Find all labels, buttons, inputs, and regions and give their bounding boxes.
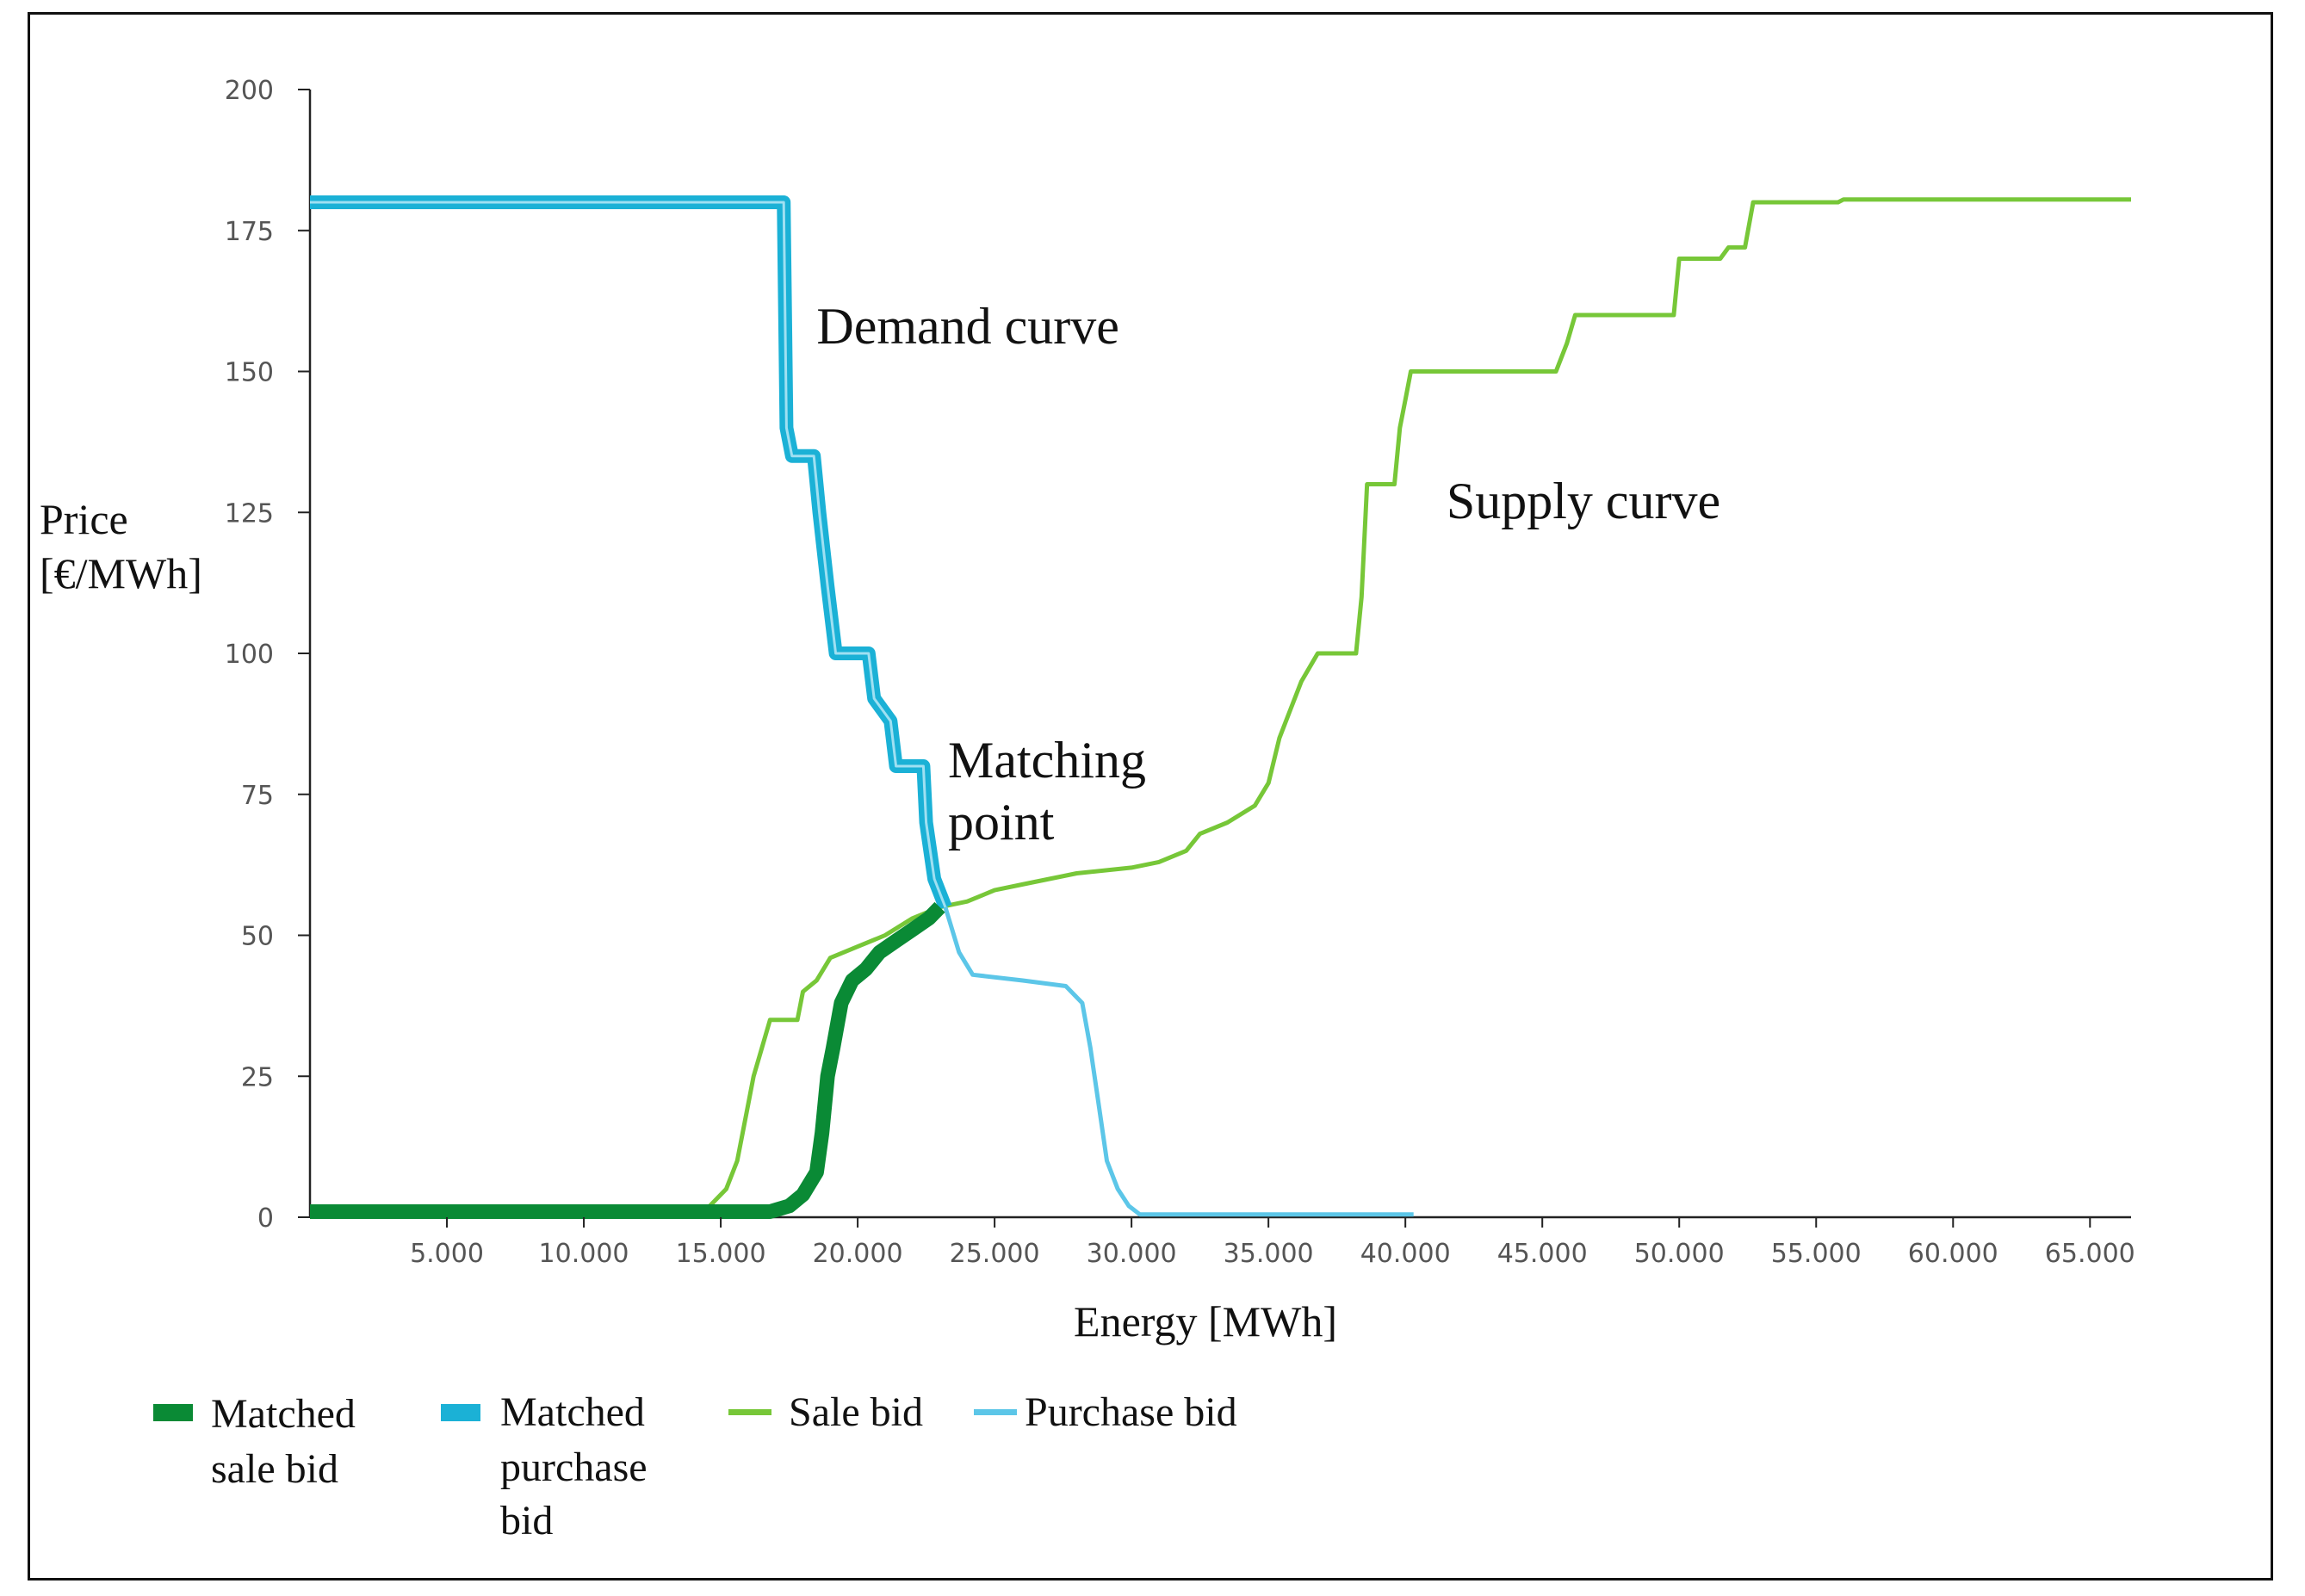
y-tick-label: 50 (241, 922, 274, 952)
legend-label-matched-sale-1: Matched (211, 1391, 356, 1437)
legend-swatch-sale (728, 1409, 771, 1415)
y-tick-label: 175 (225, 217, 274, 247)
series-matched-purchase-bid-highlight (310, 201, 947, 908)
plot-area (308, 90, 2131, 1219)
legend-item-sale-bid: Sale bid (728, 1389, 923, 1435)
legend-label-matched-purchase-3: bid (500, 1498, 553, 1543)
matching-point-annotation-line-1: Matching (948, 732, 1146, 789)
figure-frame (28, 12, 2273, 1581)
x-tick-label: 15.000 (676, 1239, 766, 1269)
legend-item-purchase-bid: Purchase bid (974, 1389, 1237, 1435)
y-tick-label: 25 (241, 1062, 274, 1092)
legend-item-matched-sale-bid: Matched sale bid (153, 1391, 356, 1492)
x-tick-label: 35.000 (1224, 1239, 1314, 1269)
legend-swatch-matched-sale (153, 1404, 193, 1421)
x-tick-label: 10.000 (539, 1239, 629, 1269)
y-tick-label: 0 (257, 1203, 274, 1234)
x-tick-label: 45.000 (1497, 1239, 1588, 1269)
legend-swatch-purchase (974, 1409, 1017, 1415)
legend-label-matched-sale-2: sale bid (211, 1446, 338, 1492)
legend-item-matched-purchase-bid: Matched purchase bid (441, 1389, 648, 1543)
legend-label-purchase: Purchase bid (1025, 1389, 1237, 1435)
x-tick-label: 40.000 (1360, 1239, 1451, 1269)
x-axis-ticks: 5.000 10.000 15.000 20.000 25.000 30.000 35.00… (410, 1217, 2135, 1269)
series-matched-sale-bid (310, 901, 945, 1219)
y-tick-label: 125 (225, 498, 274, 529)
x-tick-label: 5.000 (410, 1239, 484, 1269)
series-sale-bid (310, 197, 2131, 1214)
y-tick-label: 150 (225, 358, 274, 388)
x-tick-label: 65.000 (2045, 1239, 2135, 1269)
demand-curve-annotation: Demand curve (816, 298, 1119, 355)
x-tick-label: 55.000 (1771, 1239, 1862, 1269)
x-tick-label: 20.000 (813, 1239, 903, 1269)
legend-label-sale: Sale bid (789, 1389, 923, 1435)
legend-label-matched-purchase-1: Matched (500, 1389, 645, 1435)
legend-label-matched-purchase-2: purchase (500, 1444, 648, 1490)
x-axis-title: Energy [MWh] (1074, 1297, 1337, 1345)
legend-swatch-matched-purchase (441, 1404, 480, 1421)
y-axis-title-line-2: [€/MWh] (40, 549, 202, 597)
x-tick-label: 25.000 (950, 1239, 1040, 1269)
matching-point-annotation-line-2: point (948, 794, 1055, 851)
supply-curve-annotation: Supply curve (1447, 473, 1720, 529)
x-tick-label: 50.000 (1634, 1239, 1725, 1269)
legend: Matched sale bid Matched purchase bid Sa… (153, 1389, 1237, 1543)
y-tick-label: 75 (241, 781, 274, 811)
y-tick-label: 200 (225, 76, 274, 106)
y-axis-ticks: 0 25 50 75 100 125 150 175 200 (225, 76, 310, 1234)
y-tick-label: 100 (225, 640, 274, 670)
x-tick-label: 30.000 (1087, 1239, 1177, 1269)
y-axis-title-line-1: Price (40, 495, 128, 543)
x-tick-label: 60.000 (1908, 1239, 1998, 1269)
